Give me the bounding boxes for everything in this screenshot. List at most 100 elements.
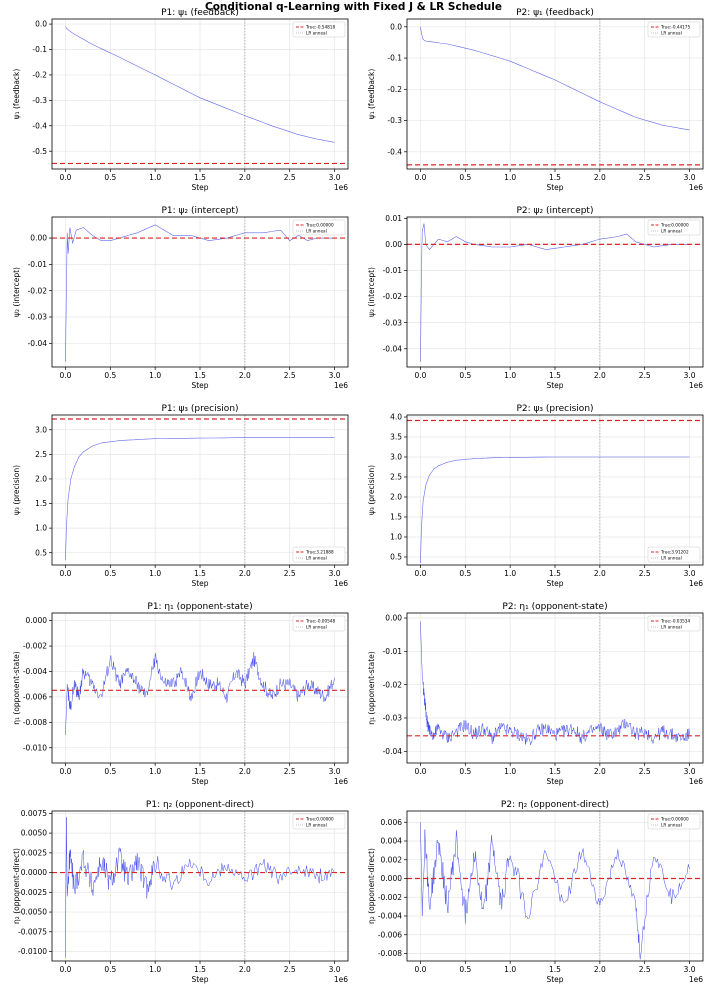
x-tick-label: 0.0 [59, 173, 71, 182]
y-tick-label: 3.0 [390, 453, 402, 462]
legend-label-true: True:-0.44175 [660, 25, 690, 30]
x-tick-label: 3.0 [329, 965, 341, 974]
x-axis-exponent: 1e6 [689, 975, 703, 984]
parameter-trace [420, 822, 690, 960]
y-tick-label: 0.0 [35, 20, 47, 29]
axes-frame [406, 612, 704, 764]
y-tick-label: -0.2 [32, 71, 47, 80]
y-tick-label: 0.000 [26, 616, 48, 625]
y-tick-label: 1.5 [35, 499, 47, 508]
x-tick-label: 0.0 [414, 173, 426, 182]
y-tick-label: -0.03 [383, 318, 403, 327]
legend-box [647, 546, 701, 563]
y-tick-label: -0.02 [383, 292, 403, 301]
x-tick-label: 0.0 [59, 965, 71, 974]
legend-label-anneal: LR anneal [661, 823, 682, 828]
y-tick-label: 3.0 [35, 425, 47, 434]
parameter-trace [420, 26, 690, 131]
x-axis-exponent: 1e6 [334, 381, 348, 390]
y-tick-label: -0.04 [28, 339, 48, 348]
y-tick-label: -0.02 [28, 286, 48, 295]
y-tick-label: 0.006 [381, 818, 403, 827]
y-tick-label: 0.00 [385, 614, 402, 623]
x-axis-exponent: 1e6 [334, 777, 348, 786]
y-tick-label: -0.4 [387, 147, 402, 156]
x-tick-label: 1.5 [549, 965, 561, 974]
x-tick-label: 1.5 [194, 173, 206, 182]
x-tick-label: 2.5 [639, 371, 651, 380]
x-tick-label: 3.0 [684, 371, 696, 380]
panel-title: P2: ψ₁ (feedback) [516, 8, 594, 18]
y-tick-label: 0.0 [390, 22, 402, 31]
y-tick-label: 0.0050 [21, 829, 47, 838]
legend-label-true: True:0.00000 [305, 223, 334, 228]
y-axis-label: ψ₁ (feedback) [367, 69, 376, 120]
y-tick-label: 2.5 [390, 473, 402, 482]
y-tick-label: -0.2 [387, 85, 402, 94]
x-tick-label: 2.5 [284, 371, 296, 380]
y-tick-label: -0.03 [28, 313, 48, 322]
y-tick-label: -0.01 [383, 647, 403, 656]
x-tick-label: 1.0 [504, 767, 516, 776]
x-tick-label: 1.0 [149, 767, 161, 776]
x-tick-label: 1.0 [149, 569, 161, 578]
panel-title: P2: η₂ (opponent-direct) [501, 800, 609, 810]
x-tick-label: 2.5 [284, 965, 296, 974]
y-tick-label: -0.01 [28, 260, 48, 269]
y-tick-label: 0.0075 [21, 809, 47, 818]
x-tick-label: 0.5 [104, 569, 116, 578]
parameter-trace [65, 26, 335, 143]
parameter-trace [65, 817, 335, 958]
figure-title: Conditional q-Learning with Fixed J & LR… [204, 1, 502, 13]
y-tick-label: -0.04 [383, 747, 403, 756]
y-tick-label: -0.1 [387, 54, 402, 63]
x-tick-label: 3.0 [684, 767, 696, 776]
x-tick-label: 2.5 [639, 569, 651, 578]
x-tick-label: 3.0 [329, 371, 341, 380]
legend-label-anneal: LR anneal [306, 625, 327, 630]
axes-frame [51, 612, 349, 764]
y-tick-label: -0.4 [32, 121, 47, 130]
y-tick-label: 1.0 [35, 524, 47, 533]
x-tick-label: 0.0 [414, 965, 426, 974]
x-axis-exponent: 1e6 [689, 777, 703, 786]
legend-box [292, 219, 346, 236]
x-tick-label: 1.5 [194, 767, 206, 776]
x-tick-label: 0.5 [104, 371, 116, 380]
x-tick-label: 0.5 [459, 569, 471, 578]
x-tick-label: 0.0 [414, 767, 426, 776]
legend-label-true: True:-0.00548 [305, 619, 335, 624]
x-tick-label: 0.5 [459, 965, 471, 974]
x-tick-label: 0.0 [59, 371, 71, 380]
y-tick-label: 0.000 [381, 874, 403, 883]
x-tick-label: 0.5 [104, 767, 116, 776]
y-tick-label: 0.01 [385, 214, 402, 223]
y-axis-label: ψ₂ (intercept) [12, 267, 21, 317]
x-axis-exponent: 1e6 [334, 183, 348, 192]
axes-frame [406, 414, 704, 566]
y-tick-label: -0.002 [378, 893, 402, 902]
legend-label-anneal: LR anneal [661, 31, 682, 36]
x-axis-label: Step [191, 777, 208, 786]
y-tick-label: -0.008 [23, 718, 47, 727]
y-tick-label: -0.006 [23, 692, 47, 701]
x-tick-label: 0.0 [414, 569, 426, 578]
x-tick-label: 2.0 [594, 173, 606, 182]
x-tick-label: 1.5 [549, 767, 561, 776]
y-tick-label: -0.0100 [18, 947, 47, 956]
axes-frame [406, 216, 704, 368]
panel-title: P1: ψ₃ (precision) [161, 404, 238, 414]
y-tick-label: -0.0025 [18, 888, 47, 897]
y-tick-label: 0.004 [381, 837, 403, 846]
x-axis-exponent: 1e6 [689, 381, 703, 390]
axes-frame [406, 810, 704, 962]
y-axis-label: η₁ (opponent-state) [367, 651, 376, 725]
panel-title: P1: ψ₂ (intercept) [162, 206, 239, 216]
x-tick-label: 1.0 [149, 965, 161, 974]
y-axis-label: ψ₃ (precision) [12, 465, 21, 515]
x-tick-label: 3.0 [684, 569, 696, 578]
x-tick-label: 1.5 [549, 173, 561, 182]
